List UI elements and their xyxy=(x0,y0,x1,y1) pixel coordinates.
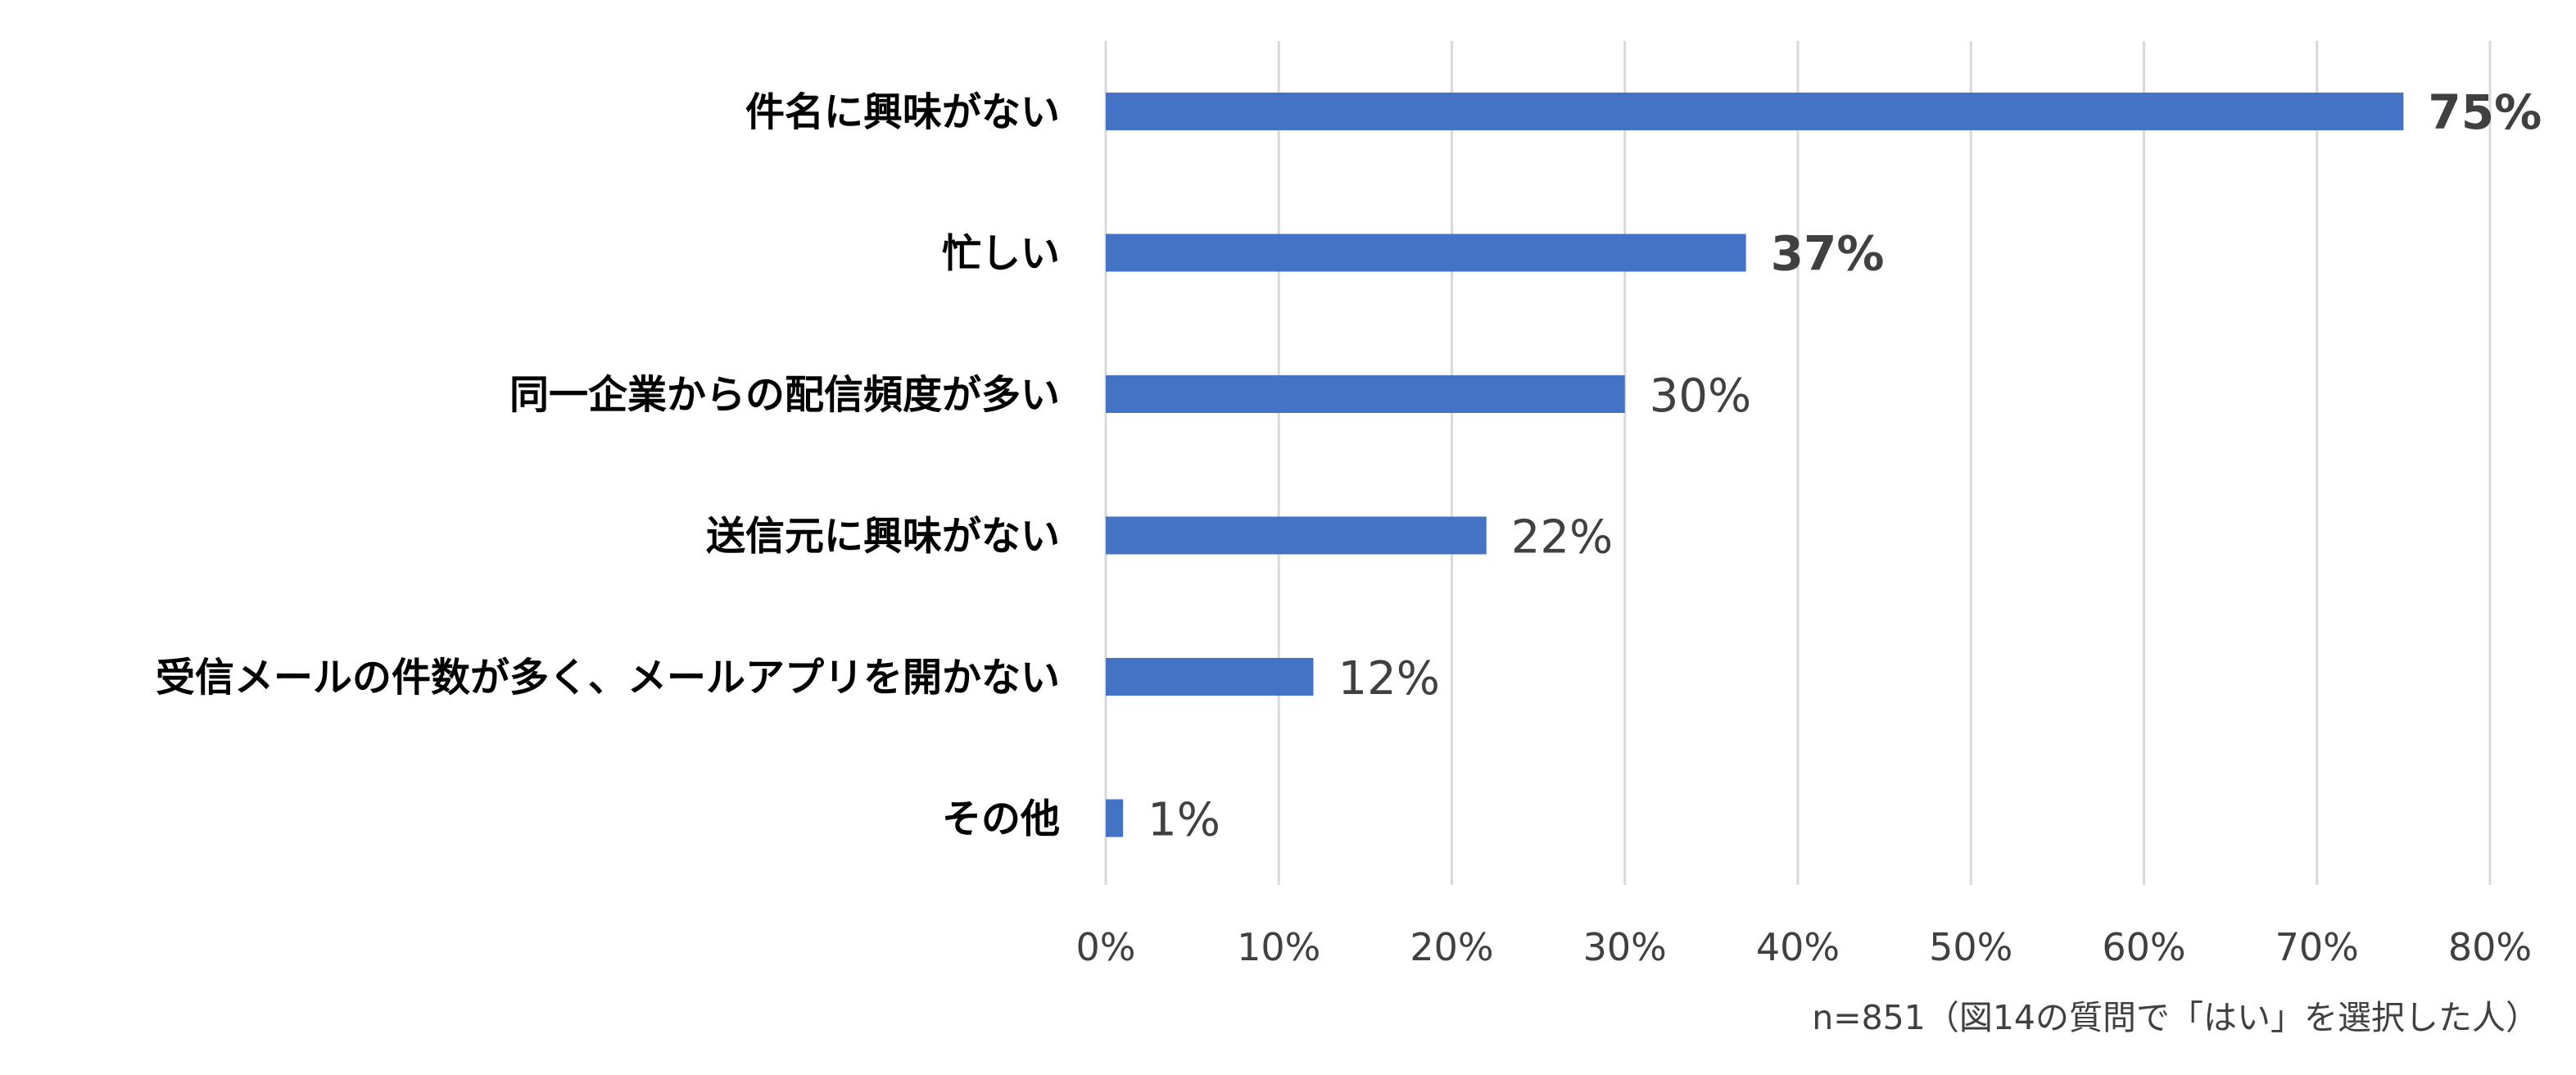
x-axis-tick-labels: 0% 10% 20% 30% 40% 50% 60% 70% 80% xyxy=(1076,925,2533,969)
category-label: 送信元に興味がない xyxy=(706,514,1060,560)
x-tick-label: 70% xyxy=(2275,925,2359,969)
value-label: 12% xyxy=(1338,652,1440,705)
category-label: 件名に興味がない xyxy=(745,89,1060,135)
value-label: 37% xyxy=(1771,226,1885,282)
category-label: 受信メールの件数が多く、メールアプリを開かない xyxy=(156,655,1060,701)
footnote: n=851（図14の質問で「はい」を選択した人） xyxy=(1812,998,2539,1037)
x-tick-label: 10% xyxy=(1237,925,1320,969)
value-label: 22% xyxy=(1511,511,1613,565)
x-tick-label: 30% xyxy=(1583,925,1667,969)
x-tick-label: 40% xyxy=(1756,925,1840,969)
x-tick-label: 0% xyxy=(1076,925,1136,969)
bar xyxy=(1106,93,2404,130)
category-label: その他 xyxy=(942,796,1060,842)
category-labels: 件名に興味がない忙しい同一企業からの配信頻度が多い送信元に興味がない受信メールの… xyxy=(156,89,1060,842)
x-tick-label: 80% xyxy=(2448,925,2532,969)
value-label: 30% xyxy=(1650,370,1751,423)
x-tick-label: 50% xyxy=(1929,925,2012,969)
x-tick-label: 60% xyxy=(2102,925,2185,969)
bar xyxy=(1106,799,1124,837)
bars xyxy=(1106,93,2404,837)
bar xyxy=(1106,658,1314,696)
x-tick-label: 20% xyxy=(1410,925,1493,969)
value-labels: 75% 37% 30% 22% 12% 1% xyxy=(1148,84,2542,847)
grid-lines xyxy=(1104,41,2492,885)
bar xyxy=(1106,375,1625,413)
category-label: 忙しい xyxy=(942,231,1060,277)
category-label: 同一企業からの配信頻度が多い xyxy=(509,372,1060,418)
value-label: 75% xyxy=(2428,84,2542,140)
value-label: 1% xyxy=(1148,794,1220,847)
bar xyxy=(1106,234,1746,272)
bar xyxy=(1106,516,1487,555)
